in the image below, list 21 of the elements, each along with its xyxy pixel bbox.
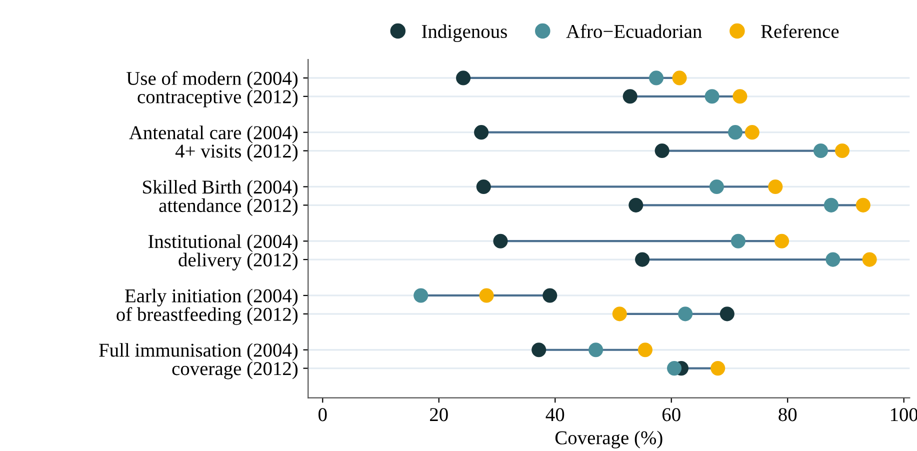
y-tick-label: contraceptive (2012) — [138, 90, 298, 108]
legend-label: Reference — [761, 24, 839, 38]
y-tick-label: 4+ visits (2012) — [175, 144, 298, 162]
legend-label: Indigenous — [422, 24, 507, 42]
y-tick-label: delivery (2012) — [178, 252, 298, 270]
x-tick-label: 0 — [318, 408, 327, 422]
y-tick-label: of breastfeeding (2012) — [116, 307, 298, 325]
x-tick-label: 60 — [662, 408, 680, 422]
legend-label: Afro−Ecuadorian — [566, 24, 702, 38]
y-tick-label: Skilled Birth (2004) — [143, 180, 298, 198]
y-tick-label: Institutional (2004) — [148, 234, 298, 252]
y-tick-label: Early initiation (2004) — [125, 288, 298, 306]
x-tick-label: 40 — [546, 408, 564, 422]
x-axis-title: Coverage (%) — [555, 430, 662, 448]
y-tick-label: Antenatal care (2004) — [129, 126, 298, 144]
y-tick-label: coverage (2012) — [172, 362, 298, 380]
y-tick-label: attendance (2012) — [159, 198, 298, 216]
y-tick-label: Use of modern (2004) — [126, 71, 298, 89]
x-tick-label: 80 — [778, 408, 797, 422]
x-tick-label: 20 — [430, 408, 448, 422]
y-tick-label: Full immunisation (2004) — [99, 343, 298, 361]
